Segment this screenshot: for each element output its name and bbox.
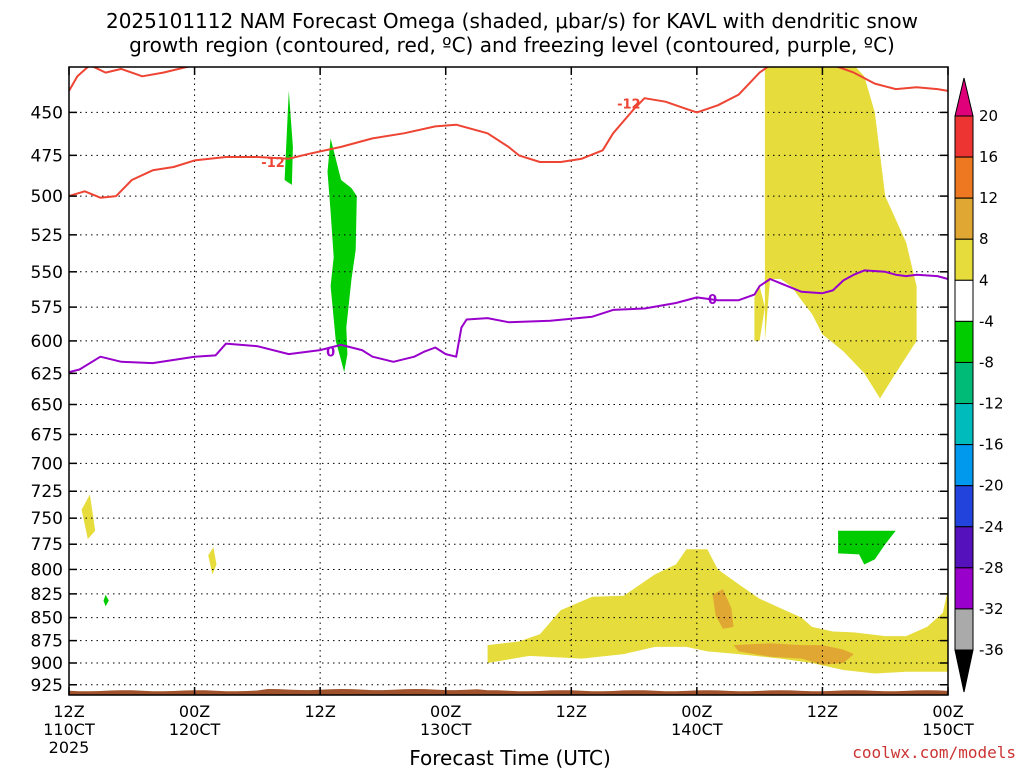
y-tick-label-525: 525 (31, 226, 63, 246)
colorbar-label--24: -24 (979, 518, 1004, 536)
x-tick-date-0: 110CT (43, 720, 95, 739)
y-tick-label-675: 675 (31, 425, 63, 445)
colorbar-bin--12 (954, 361, 974, 405)
credit-text: coolwx.com/models (852, 743, 1016, 762)
colorbar-label-4: 4 (979, 271, 989, 289)
x-tick-label-36: 00Z (430, 702, 461, 721)
y-tick-label-900: 900 (31, 654, 63, 674)
plot-frame (68, 66, 949, 696)
colorbar-bin-8 (954, 197, 974, 240)
omega-region-1 (754, 286, 765, 341)
x-tick-label-0: 12Z (53, 702, 84, 721)
omega-region-5 (712, 589, 734, 629)
colorbar-label--4: -4 (979, 312, 994, 330)
omega-region-9 (838, 530, 896, 565)
y-tick-label-625: 625 (31, 364, 63, 384)
colorbar-label--12: -12 (979, 395, 1004, 413)
x-tick-date-60: 140CT (671, 720, 723, 739)
contour-line-0 (69, 67, 191, 92)
y-axis: 450 475 500 525 550 575 600 625 650 675 700 725 750 7… (31, 103, 948, 696)
colorbar-bin-16 (954, 115, 974, 158)
contour-label-1: -12 (617, 98, 641, 113)
x-tick-label-24: 12Z (304, 702, 335, 721)
colorbar-label-20: 20 (979, 107, 998, 125)
colorbar-label-8: 8 (979, 230, 989, 248)
x-tick-label-60: 00Z (681, 702, 712, 721)
colorbar-label--36: -36 (979, 641, 1004, 659)
x-tick-label-84: 00Z (932, 702, 963, 721)
omega-region-4 (208, 547, 217, 575)
x-tick-label-48: 12Z (556, 702, 587, 721)
omega-region-0 (764, 67, 917, 399)
contour-label-3: 0 (708, 293, 717, 308)
ground-terrain (69, 689, 948, 695)
contour-label-0: -12 (261, 156, 285, 171)
y-tick-label-700: 700 (31, 454, 63, 474)
y-tick-label-725: 725 (31, 482, 63, 502)
x-tick-label-72: 12Z (807, 702, 838, 721)
omega-region-7 (284, 90, 293, 185)
colorbar-bin-12 (954, 156, 974, 199)
colorbar-label--32: -32 (979, 600, 1004, 618)
colorbar-bin--24 (954, 485, 974, 528)
contour-line-3 (69, 269, 948, 374)
y-tick-label-575: 575 (31, 298, 63, 318)
x-tick-label-12: 00Z (179, 702, 210, 721)
x-tick-date-36: 130CT (420, 720, 472, 739)
y-tick-label-450: 450 (31, 103, 63, 123)
colorbar-label-16: 16 (979, 148, 998, 166)
y-tick-label-850: 850 (31, 609, 63, 629)
contour-layer: -12 -12 0 0 (69, 67, 948, 374)
chart-title-line-1: 2025101112 NAM Forecast Omega (shaded, μ… (106, 9, 918, 33)
colorbar-bin--36 (954, 608, 974, 651)
y-tick-label-650: 650 (31, 396, 63, 416)
y-tick-label-550: 550 (31, 263, 63, 283)
omega-region-10 (103, 594, 109, 607)
x-axis-label: Forecast Time (UTC) (409, 746, 611, 768)
colorbar-label--28: -28 (979, 559, 1004, 577)
y-tick-label-925: 925 (31, 676, 63, 696)
y-tick-label-775: 775 (31, 535, 63, 555)
y-tick-label-500: 500 (31, 187, 63, 207)
colorbar-top-arrow (954, 77, 974, 117)
y-tick-label-825: 825 (31, 585, 63, 605)
contour-line-1 (69, 67, 770, 199)
omega-shading-layer (81, 67, 948, 674)
colorbar-bin--16 (954, 403, 974, 446)
colorbar-bin--28 (954, 526, 974, 569)
y-tick-label-600: 600 (31, 332, 63, 352)
y-tick-label-475: 475 (31, 146, 63, 166)
colorbar-bin--4 (954, 279, 974, 322)
y-tick-label-875: 875 (31, 632, 63, 652)
colorbar-bin--20 (954, 444, 974, 487)
x-tick-date-12: 120CT (169, 720, 221, 739)
colorbar-label--16: -16 (979, 436, 1004, 454)
contour-line-2 (835, 67, 948, 92)
omega-region-3 (81, 494, 96, 540)
grid-layer (69, 67, 948, 695)
colorbar-bin--8 (954, 320, 974, 363)
colorbar-label--20: -20 (979, 477, 1004, 495)
colorbar-bin--32 (954, 567, 974, 610)
contour-label-2: 0 (326, 345, 335, 360)
x-tick-date-84: 150CT (922, 720, 974, 739)
colorbar-label-12: 12 (979, 189, 998, 207)
x-tick-year-0: 2025 (49, 738, 90, 757)
chart-title-line-2: growth region (contoured, red, ºC) and f… (129, 33, 895, 57)
colorbar-label--8: -8 (979, 353, 994, 371)
colorbar-bottom-arrow (954, 649, 974, 693)
colorbar-bin-4 (954, 238, 974, 281)
omega-region-6 (733, 643, 854, 665)
colorbar: 20 16 12 8 4 -4 -8 -12 -16 -20 -24 -28 -32 -36 (954, 77, 1004, 693)
ground-layer (69, 689, 948, 695)
y-tick-label-800: 800 (31, 560, 63, 580)
y-tick-label-750: 750 (31, 509, 63, 529)
omega-region-8 (327, 138, 357, 373)
